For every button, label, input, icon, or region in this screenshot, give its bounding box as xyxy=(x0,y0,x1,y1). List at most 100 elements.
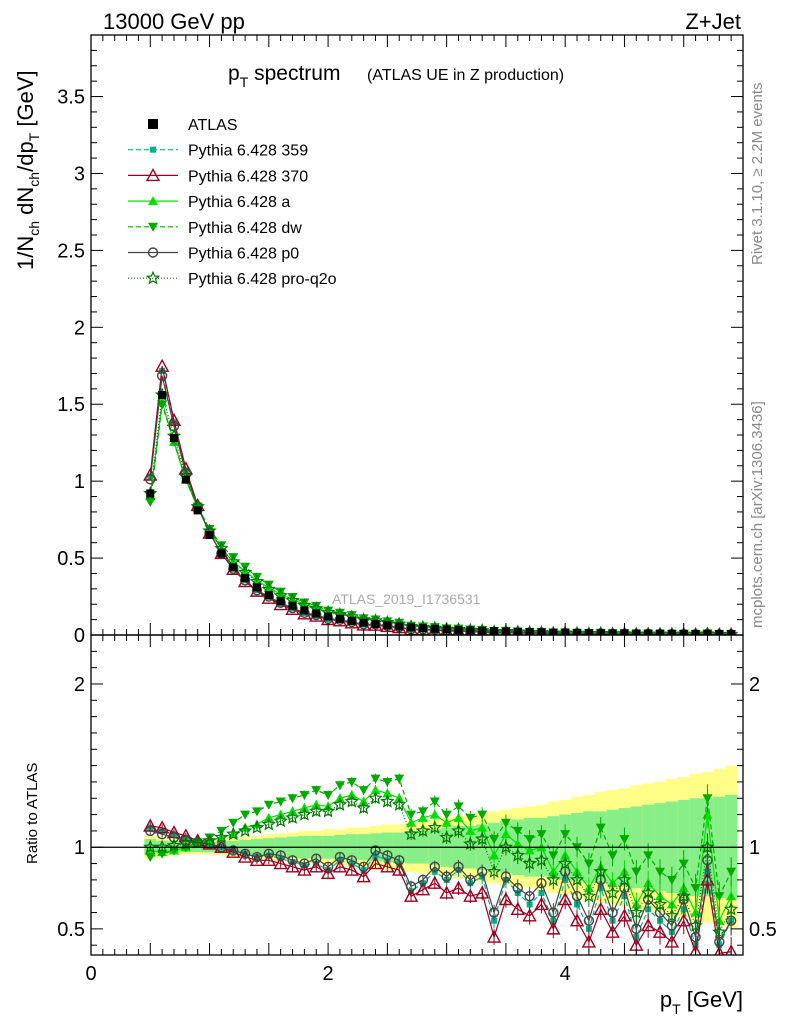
point-main-atlas xyxy=(229,563,238,572)
point-main-pp0 xyxy=(145,474,156,485)
legend-marker xyxy=(145,167,161,182)
point-ratio-pdw xyxy=(382,777,393,787)
point-ratio-pp0 xyxy=(536,877,547,889)
point-ratio-pdw xyxy=(678,859,689,869)
series-line-ratio-pp0 xyxy=(150,830,732,944)
point-ratio-pdw xyxy=(240,810,251,820)
point-ratio-p370 xyxy=(581,934,597,948)
point-ratio-pp0 xyxy=(512,882,523,894)
point-ratio-pdw xyxy=(536,830,547,840)
tick-label-y-ratio: 2 xyxy=(74,674,85,696)
point-ratio-ppro xyxy=(569,872,585,887)
point-ratio-pdw xyxy=(477,810,488,820)
analysis-watermark: ATLAS_2019_I1736531 xyxy=(332,591,481,607)
point-ratio-pa xyxy=(417,812,428,822)
point-ratio-pdw xyxy=(441,810,452,820)
point-ratio-p370 xyxy=(463,888,478,902)
tick-label-y-ratio-right: 0.5 xyxy=(749,919,777,941)
point-ratio-pdw xyxy=(690,884,701,894)
point-main-ppro xyxy=(569,625,585,635)
point-ratio-p370 xyxy=(593,901,608,915)
point-ratio-p370 xyxy=(332,859,348,873)
point-main-atlas xyxy=(418,624,427,633)
point-ratio-p370 xyxy=(486,929,502,943)
point-ratio-pdw xyxy=(429,797,440,807)
point-ratio-pp0 xyxy=(465,874,476,886)
point-ratio-pp0 xyxy=(488,907,500,918)
point-ratio-ppro xyxy=(403,826,419,841)
point-main-ppro xyxy=(712,626,727,635)
point-ratio-p370 xyxy=(392,862,407,876)
point-ratio-ppro xyxy=(344,793,359,808)
point-main-atlas xyxy=(407,623,416,632)
point-ratio-p359 xyxy=(538,889,545,896)
point-ratio-pdw xyxy=(228,818,239,828)
point-ratio-pdw xyxy=(465,813,476,823)
point-main-ppro xyxy=(629,626,644,635)
point-main-atlas xyxy=(359,618,368,627)
point-ratio-pdw xyxy=(394,774,405,784)
point-ratio-p370 xyxy=(344,862,359,876)
point-ratio-pp0 xyxy=(239,848,251,859)
point-ratio-pp0 xyxy=(228,845,239,856)
point-ratio-ppro xyxy=(558,856,573,870)
legend-label: Pythia 6.428 a xyxy=(188,194,290,211)
point-ratio-pa xyxy=(370,785,381,795)
point-ratio-ppro xyxy=(581,888,597,903)
point-ratio-ppro xyxy=(688,918,703,932)
y-axis-label-main: 1/Nch dNch/dpT [GeV] xyxy=(13,70,42,270)
header-right: Z+Jet xyxy=(685,9,741,34)
point-ratio-pa xyxy=(512,838,523,848)
point-ratio-pa xyxy=(406,817,417,827)
point-ratio-pdw xyxy=(655,867,666,877)
point-ratio-pa xyxy=(500,829,511,839)
point-ratio-pp0 xyxy=(358,861,369,873)
point-ratio-pp0 xyxy=(251,851,263,863)
tick-label-x: 4 xyxy=(560,963,571,985)
point-ratio-ppro xyxy=(664,908,680,923)
point-ratio-p370 xyxy=(522,908,537,922)
point-ratio-p370 xyxy=(605,924,620,938)
point-main-atlas xyxy=(312,609,321,618)
point-ratio-p370 xyxy=(368,856,383,870)
point-ratio-pa xyxy=(429,809,440,819)
point-ratio-ppro xyxy=(700,839,715,854)
point-main-pdw xyxy=(145,497,156,507)
point-main-atlas xyxy=(193,506,202,515)
point-main-atlas xyxy=(146,489,155,498)
legend-entry-pdw: Pythia 6.428 dw xyxy=(128,220,302,237)
tick-label-x: 0 xyxy=(85,963,96,985)
point-main-atlas xyxy=(324,612,333,621)
point-main-atlas xyxy=(335,614,344,623)
point-ratio-pdw xyxy=(251,807,262,817)
point-ratio-pp0 xyxy=(275,850,286,861)
series-ratio-pdw xyxy=(145,773,737,911)
legend-entry-p370: Pythia 6.428 370 xyxy=(128,167,308,185)
title-main: pT spectrum xyxy=(228,62,340,90)
point-ratio-pdw xyxy=(548,851,559,861)
point-ratio-ppro xyxy=(641,885,656,900)
point-ratio-pp0 xyxy=(477,866,488,877)
point-ratio-pp0 xyxy=(405,881,417,892)
plot-title: pT spectrum (ATLAS UE in Z production) xyxy=(228,62,564,90)
title-paren: (ATLAS UE in Z production) xyxy=(367,67,564,84)
point-ratio-ppro xyxy=(297,807,312,821)
legend-label: Pythia 6.428 370 xyxy=(188,168,308,185)
point-ratio-pa xyxy=(382,788,393,798)
point-ratio-pdw xyxy=(512,826,523,836)
legend-marker xyxy=(150,146,156,153)
point-ratio-pdw xyxy=(406,810,417,820)
point-ratio-p370 xyxy=(689,944,702,955)
point-ratio-p370 xyxy=(534,896,549,911)
y-axis-label-ratio: Ratio to ATLAS xyxy=(24,763,41,864)
point-ratio-pa xyxy=(477,822,488,832)
point-ratio-pdw xyxy=(263,800,274,810)
tick-label-y-main: 0.5 xyxy=(57,548,85,570)
point-ratio-pdw xyxy=(702,794,713,804)
point-main-ppro xyxy=(723,626,739,635)
point-ratio-pp0 xyxy=(453,861,464,873)
point-ratio-ppro xyxy=(629,905,644,919)
point-ratio-ppro xyxy=(593,864,609,878)
point-main-pdw xyxy=(334,608,345,618)
point-ratio-pdw xyxy=(489,835,500,845)
